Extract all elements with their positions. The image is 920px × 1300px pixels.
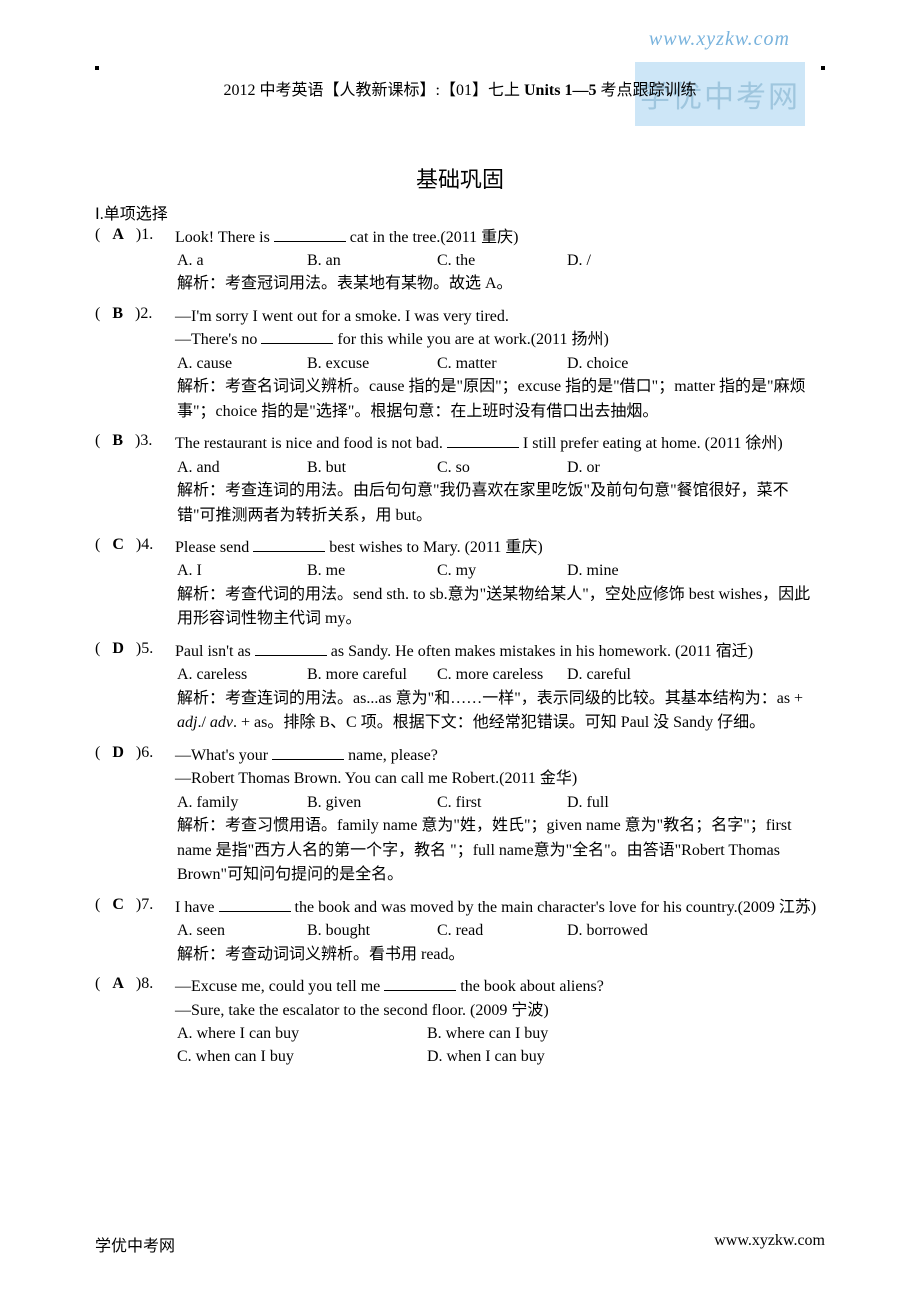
option: D. when I can buy <box>427 1045 677 1068</box>
option: D. mine <box>567 559 697 582</box>
question: ( A )8. —Excuse me, could you tell me th… <box>95 975 825 1068</box>
answer-cell: ( B )3. <box>95 432 175 450</box>
question: ( B )3. The restaurant is nice and food … <box>95 432 825 528</box>
subsection-title: Ⅰ.单项选择 <box>95 200 825 224</box>
question-explanation: 解析：考查连词的用法。as...as 意为"和……一样"，表示同级的比较。其基本… <box>177 687 825 737</box>
question-stem-line2: —Sure, take the escalator to the second … <box>175 999 825 1022</box>
question-options: A. andB. butC. soD. or <box>177 456 825 479</box>
option: C. first <box>437 791 567 814</box>
option: B. where can I buy <box>427 1022 677 1045</box>
option: C. read <box>437 919 567 942</box>
page-footer: 学优中考网 www.xyzkw.com <box>95 1232 825 1256</box>
option: C. when can I buy <box>177 1045 427 1068</box>
answer-cell: ( B )2. <box>95 305 175 323</box>
question-options: A. causeB. excuseC. matterD. choice <box>177 352 825 375</box>
question-options: A. seenB. boughtC. readD. borrowed <box>177 919 825 942</box>
option: A. seen <box>177 919 307 942</box>
option: D. choice <box>567 352 697 375</box>
question-options: A. familyB. givenC. firstD. full <box>177 791 825 814</box>
question: ( D )5. Paul isn't as as Sandy. He often… <box>95 640 825 736</box>
question-stem: Please send best wishes to Mary. (2011 重… <box>175 536 825 559</box>
option: B. bought <box>307 919 437 942</box>
option: A. cause <box>177 352 307 375</box>
option: D. careful <box>567 663 697 686</box>
question-explanation: 解析：考查名词词义辨析。cause 指的是"原因"；excuse 指的是"借口"… <box>177 375 825 425</box>
option: A. family <box>177 791 307 814</box>
page: www.xyzkw.com 学优中考网 2012 中考英语【人教新课标】:【01… <box>0 0 920 1136</box>
option: B. but <box>307 456 437 479</box>
margin-dot-right <box>821 66 825 70</box>
answer-cell: ( C )7. <box>95 896 175 914</box>
question: ( A )1. Look! There is cat in the tree.(… <box>95 226 825 297</box>
option: C. matter <box>437 352 567 375</box>
question-stem-line2: —There's no for this while you are at wo… <box>175 328 825 351</box>
question-explanation: 解析：考查连词的用法。由后句句意"我仍喜欢在家里吃饭"及前句句意"餐馆很好，菜不… <box>177 479 825 529</box>
blank <box>274 227 346 242</box>
option: A. a <box>177 249 307 272</box>
question-stem: Look! There is cat in the tree.(2011 重庆) <box>175 226 825 249</box>
question: ( C )4. Please send best wishes to Mary.… <box>95 536 825 632</box>
answer-cell: ( D )5. <box>95 640 175 658</box>
option: B. given <box>307 791 437 814</box>
option: A. careless <box>177 663 307 686</box>
question-options: A. IB. meC. myD. mine <box>177 559 825 582</box>
question: ( D )6. —What's your name, please?—Rober… <box>95 744 825 888</box>
question-options: A. carelessB. more carefulC. more carele… <box>177 663 825 686</box>
answer-cell: ( D )6. <box>95 744 175 762</box>
question-options: A. aB. anC. theD. / <box>177 249 825 272</box>
answer-cell: ( C )4. <box>95 536 175 554</box>
question: ( B )2. —I'm sorry I went out for a smok… <box>95 305 825 424</box>
title-suffix: 考点跟踪训练 <box>596 82 696 99</box>
question-stem: —What's your name, please? <box>175 744 825 767</box>
footer-left: 学优中考网 <box>95 1232 175 1256</box>
option: C. my <box>437 559 567 582</box>
question-stem-line2: —Robert Thomas Brown. You can call me Ro… <box>175 767 825 790</box>
question-explanation: 解析：考查代词的用法。send sth. to sb.意为"送某物给某人"，空处… <box>177 583 825 633</box>
question-explanation: 解析：考查动词词义辨析。看书用 read。 <box>177 943 825 968</box>
question: ( C )7. I have the book and was moved by… <box>95 896 825 967</box>
option: D. full <box>567 791 697 814</box>
margin-dot-left <box>95 66 99 70</box>
option: B. an <box>307 249 437 272</box>
option: C. the <box>437 249 567 272</box>
blank <box>447 433 519 448</box>
blank <box>261 329 333 344</box>
option: A. and <box>177 456 307 479</box>
question-stem: Paul isn't as as Sandy. He often makes m… <box>175 640 825 663</box>
question-options: A. where I can buyB. where can I buyC. w… <box>177 1022 825 1068</box>
question-explanation: 解析：考查习惯用语。family name 意为"姓，姓氏"；given nam… <box>177 814 825 888</box>
questions-list: ( A )1. Look! There is cat in the tree.(… <box>95 226 825 1068</box>
question-stem: —Excuse me, could you tell me the book a… <box>175 975 825 998</box>
option: B. more careful <box>307 663 437 686</box>
option: C. more careless <box>437 663 567 686</box>
blank <box>255 641 327 656</box>
blank <box>219 897 291 912</box>
section-title: 基础巩固 <box>95 162 825 194</box>
footer-right: www.xyzkw.com <box>714 1232 825 1256</box>
answer-cell: ( A )8. <box>95 975 175 993</box>
option: C. so <box>437 456 567 479</box>
question-stem: I have the book and was moved by the mai… <box>175 896 825 919</box>
option: B. me <box>307 559 437 582</box>
option: D. borrowed <box>567 919 697 942</box>
blank <box>384 976 456 991</box>
watermark-url: www.xyzkw.com <box>649 28 790 51</box>
option: D. / <box>567 249 697 272</box>
answer-cell: ( A )1. <box>95 226 175 244</box>
option: D. or <box>567 456 697 479</box>
option: A. I <box>177 559 307 582</box>
option: A. where I can buy <box>177 1022 427 1045</box>
question-stem: The restaurant is nice and food is not b… <box>175 432 825 455</box>
option: B. excuse <box>307 352 437 375</box>
document-title: 2012 中考英语【人教新课标】:【01】七上 Units 1—5 考点跟踪训练 <box>95 76 825 100</box>
blank <box>272 745 344 760</box>
title-prefix: 2012 中考英语【人教新课标】:【01】七上 <box>224 82 524 99</box>
question-explanation: 解析：考查冠词用法。表某地有某物。故选 A。 <box>177 272 825 297</box>
title-bold: Units 1—5 <box>524 82 596 99</box>
question-stem: —I'm sorry I went out for a smoke. I was… <box>175 305 825 328</box>
blank <box>253 537 325 552</box>
